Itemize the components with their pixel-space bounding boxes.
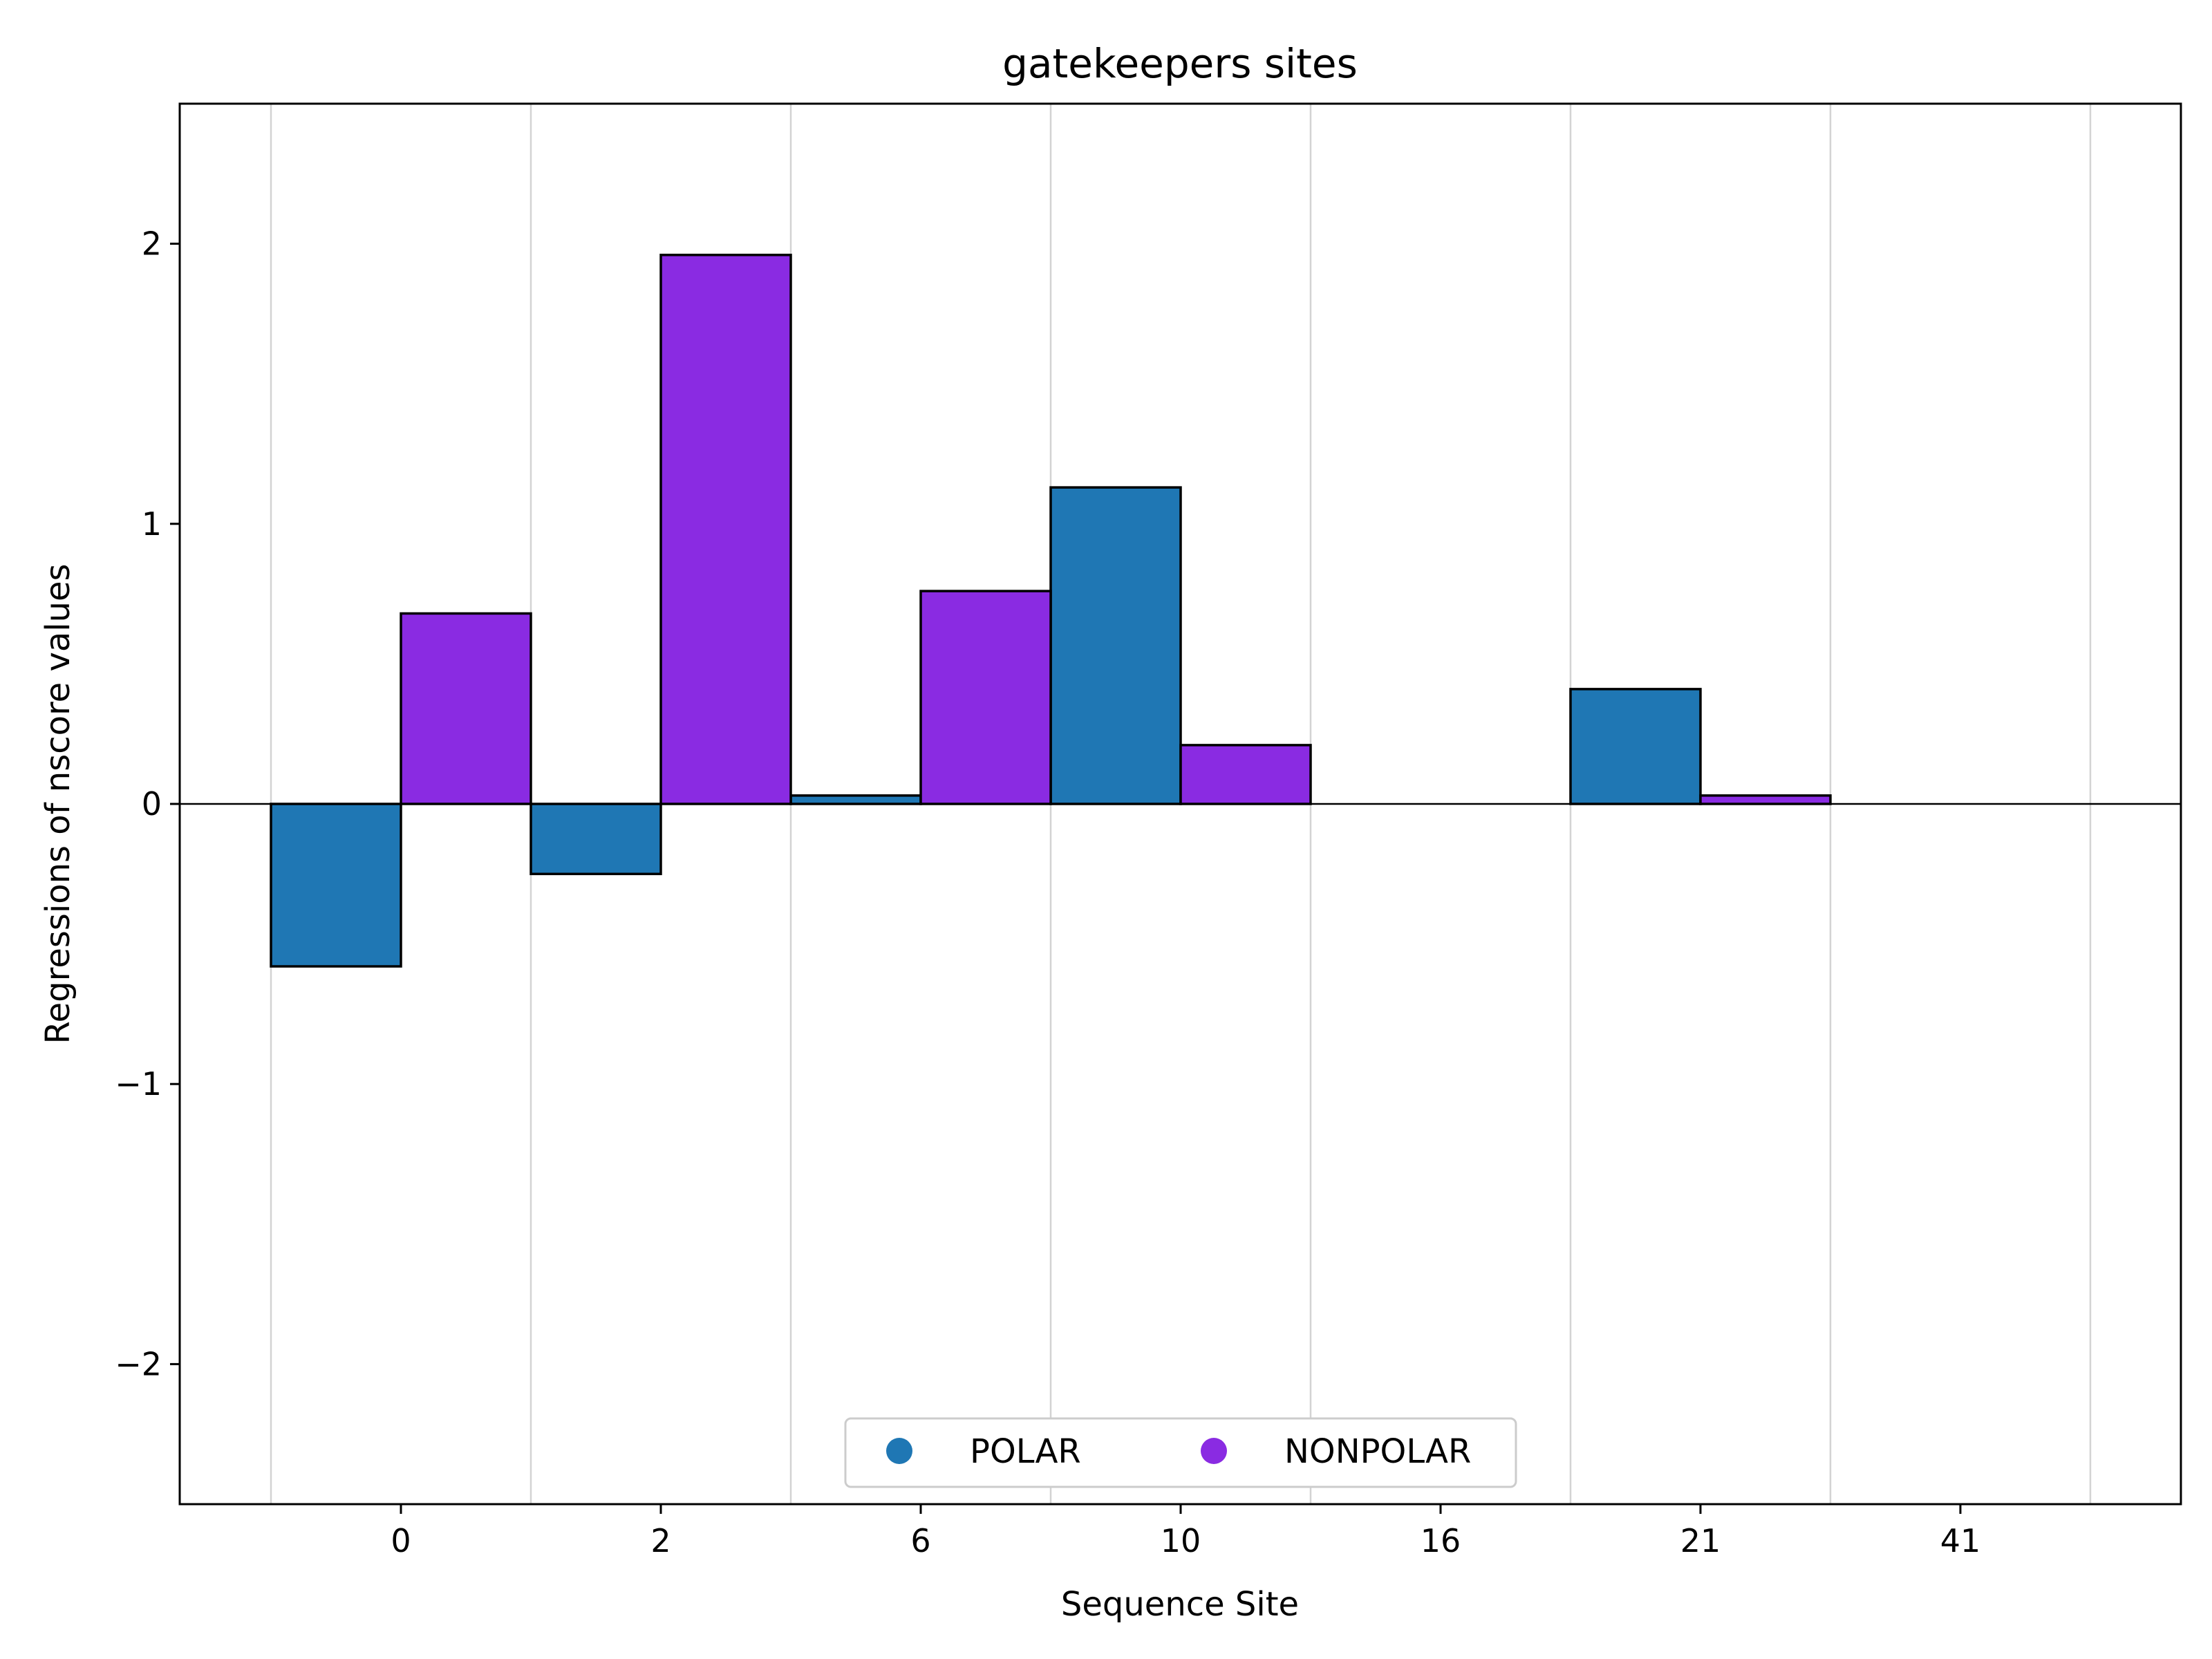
legend-marker-polar — [886, 1438, 912, 1464]
legend-label-polar: POLAR — [970, 1432, 1081, 1471]
y-tick-label: −1 — [115, 1065, 162, 1103]
x-tick-label: 16 — [1421, 1522, 1461, 1559]
x-axis-label: Sequence Site — [1061, 1585, 1299, 1624]
x-tick-label: 10 — [1161, 1522, 1201, 1559]
y-axis-label: Regressions of nscore values — [39, 563, 77, 1044]
y-tick-label: 0 — [142, 785, 162, 823]
legend: POLAR NONPOLAR — [844, 1417, 1517, 1488]
bar-nonpolar-2 — [659, 254, 792, 805]
bar-nonpolar-6 — [919, 590, 1052, 805]
legend-label-nonpolar: NONPOLAR — [1284, 1432, 1471, 1471]
bar-nonpolar-21 — [1699, 794, 1832, 805]
x-tick-label: 41 — [1940, 1522, 1981, 1559]
y-axis: −2 −1 0 1 2 — [115, 225, 180, 1382]
y-tick-label: 2 — [142, 225, 162, 263]
y-tick-label: −2 — [115, 1345, 162, 1382]
bar-nonpolar-0 — [400, 612, 532, 805]
y-tick-label: 1 — [142, 505, 162, 543]
x-axis: 0 2 6 10 16 21 41 — [391, 1504, 1980, 1559]
bar-polar-0 — [270, 803, 402, 968]
x-tick-label: 21 — [1680, 1522, 1721, 1559]
x-tick-label: 6 — [910, 1522, 930, 1559]
x-tick-label: 0 — [391, 1522, 411, 1559]
bar-polar-6 — [789, 794, 922, 805]
bar-polar-2 — [529, 803, 662, 876]
legend-marker-nonpolar — [1201, 1438, 1227, 1464]
bars — [270, 254, 1832, 968]
bar-nonpolar-10 — [1179, 744, 1312, 805]
chart-title: gatekeepers sites — [1002, 40, 1358, 87]
bar-polar-21 — [1569, 688, 1702, 805]
legend-box — [844, 1417, 1517, 1488]
bar-polar-10 — [1049, 486, 1182, 805]
x-tick-label: 2 — [650, 1522, 671, 1559]
